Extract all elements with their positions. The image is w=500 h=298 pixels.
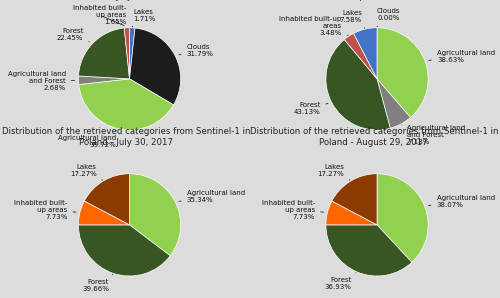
Wedge shape — [377, 28, 428, 117]
Wedge shape — [78, 201, 130, 225]
Wedge shape — [130, 28, 180, 105]
Text: Forest
36.93%: Forest 36.93% — [324, 273, 356, 290]
Wedge shape — [344, 33, 377, 79]
Wedge shape — [78, 28, 130, 79]
Wedge shape — [130, 174, 180, 256]
Text: Forest
43.13%: Forest 43.13% — [294, 102, 328, 115]
Wedge shape — [377, 79, 410, 128]
Text: Agricultural land
39.72%: Agricultural land 39.72% — [58, 131, 116, 148]
Text: Inhabited built-
up areas
1.65%: Inhabited built- up areas 1.65% — [73, 5, 126, 26]
Title: Distribution of the retrieved categories from Sentinel-1 in
Poland - August 29, : Distribution of the retrieved categories… — [250, 127, 498, 147]
Wedge shape — [326, 40, 390, 130]
Wedge shape — [78, 76, 130, 85]
Wedge shape — [84, 174, 130, 225]
Wedge shape — [326, 201, 377, 225]
Title: Distribution of the retrieved categories from Sentinel-1 in
Poland - July 30, 20: Distribution of the retrieved categories… — [2, 127, 250, 147]
Text: Lakes
17.27%: Lakes 17.27% — [318, 164, 350, 180]
Wedge shape — [78, 225, 170, 276]
Title: Distribution of the retrieved categories from Sentinel-2 in
Poland - July 30, 20: Distribution of the retrieved categories… — [2, 0, 250, 1]
Text: Clouds
0.00%: Clouds 0.00% — [377, 8, 400, 27]
Text: Lakes
7.58%: Lakes 7.58% — [340, 10, 364, 28]
Wedge shape — [332, 174, 377, 225]
Text: Agricultural land
and Forest
7.18%: Agricultural land and Forest 7.18% — [402, 125, 465, 145]
Text: Inhabited built-up
areas
3.48%: Inhabited built-up areas 3.48% — [280, 15, 348, 35]
Text: Clouds
31.79%: Clouds 31.79% — [179, 44, 214, 57]
Text: Forest
22.45%: Forest 22.45% — [57, 28, 89, 42]
Text: Agricultural land
and Forest
2.68%: Agricultural land and Forest 2.68% — [8, 71, 74, 91]
Wedge shape — [130, 28, 135, 79]
Text: Inhabited built-
up areas
7.73%: Inhabited built- up areas 7.73% — [262, 199, 324, 220]
Title: Distribution of the retrieved categories from Sentinel-2 in
Poland - September 2: Distribution of the retrieved categories… — [250, 0, 498, 1]
Wedge shape — [326, 225, 412, 276]
Wedge shape — [78, 79, 174, 130]
Text: Inhabited built-
up areas
7.73%: Inhabited built- up areas 7.73% — [14, 199, 76, 220]
Text: Agricultural land
38.07%: Agricultural land 38.07% — [428, 195, 494, 208]
Text: Agricultural land
38.63%: Agricultural land 38.63% — [428, 50, 495, 63]
Text: Lakes
1.71%: Lakes 1.71% — [132, 9, 156, 27]
Wedge shape — [377, 174, 428, 262]
Text: Agricultural land
35.34%: Agricultural land 35.34% — [179, 190, 245, 203]
Text: Lakes
17.27%: Lakes 17.27% — [70, 164, 102, 180]
Text: Forest
39.66%: Forest 39.66% — [82, 274, 113, 292]
Wedge shape — [354, 28, 377, 79]
Wedge shape — [124, 28, 130, 79]
